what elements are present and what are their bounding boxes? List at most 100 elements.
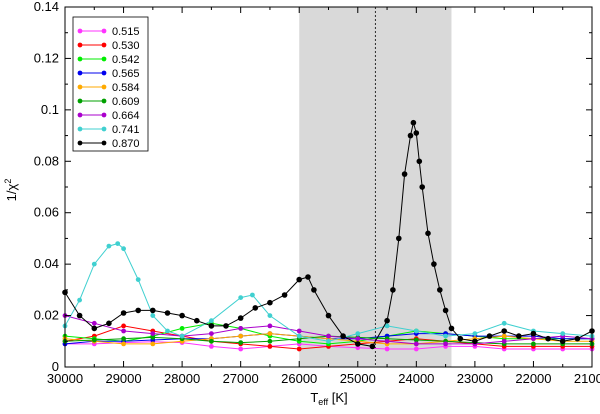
data-point — [545, 335, 551, 342]
data-point — [325, 312, 332, 319]
legend-label: 0.530 — [112, 40, 140, 52]
legend-entry-0.530: 0.530 — [77, 40, 140, 52]
data-point — [413, 328, 419, 334]
legend-label: 0.584 — [112, 82, 140, 94]
data-point — [209, 318, 214, 324]
data-point — [326, 333, 331, 339]
legend-label: 0.664 — [112, 110, 140, 122]
series-0.664 — [62, 313, 595, 347]
data-point — [238, 340, 244, 345]
data-point — [501, 333, 507, 339]
data-point — [121, 336, 126, 342]
data-point — [384, 346, 390, 352]
data-point — [355, 345, 361, 351]
data-point — [416, 158, 423, 165]
data-point — [501, 338, 507, 344]
data-point — [390, 287, 396, 293]
legend-swatch-marker — [101, 126, 107, 132]
data-point — [179, 333, 185, 339]
x-axis-label: Teff [K] — [310, 390, 347, 407]
data-point — [135, 307, 141, 314]
data-point — [425, 230, 431, 237]
data-point — [419, 184, 426, 190]
data-point — [431, 261, 437, 267]
data-point — [238, 326, 244, 331]
data-point — [121, 328, 126, 334]
legend-swatch-marker — [77, 140, 83, 146]
data-point — [410, 119, 417, 126]
data-point — [296, 333, 302, 339]
legend-swatch-marker — [77, 70, 83, 76]
legend-swatch-marker — [101, 112, 107, 118]
data-point — [355, 336, 361, 342]
data-point — [150, 307, 156, 314]
legend-swatch-marker — [101, 140, 107, 146]
data-point — [560, 331, 566, 336]
legend-swatch-marker — [77, 28, 83, 34]
data-point — [281, 292, 288, 298]
data-point — [267, 313, 273, 318]
data-point — [355, 341, 361, 347]
data-point — [437, 287, 443, 293]
data-point — [413, 341, 419, 347]
legend-swatch-marker — [101, 56, 107, 62]
data-point — [115, 241, 121, 247]
x-axis-label-subscript: eff — [318, 397, 328, 407]
x-tick-label: 27000 — [223, 371, 259, 386]
series-0.741 — [62, 241, 595, 344]
data-point — [165, 328, 170, 334]
data-point — [574, 335, 581, 342]
data-point — [326, 338, 331, 344]
data-point — [531, 336, 536, 342]
data-point — [531, 341, 536, 347]
data-point — [150, 335, 156, 340]
legend-swatch-marker — [101, 84, 107, 90]
x-tick-label: 23000 — [457, 371, 493, 386]
data-point — [296, 276, 303, 283]
x-tick-label: 25000 — [340, 371, 376, 386]
data-point — [106, 320, 112, 327]
legend-entry-0.870: 0.870 — [77, 138, 140, 150]
data-point — [296, 346, 302, 352]
tick-layer: 30000 29000 28000 27000 26000 25000 24000 23000… — [34, 0, 600, 386]
data-point — [77, 297, 82, 303]
data-point — [208, 323, 215, 329]
y-tick-label: 0.02 — [34, 308, 59, 323]
data-point — [267, 338, 273, 344]
legend-label: 0.741 — [112, 124, 140, 136]
y-axis-label: 1/χ2 — [3, 179, 19, 202]
y-tick-label: 0.14 — [34, 0, 59, 14]
data-point — [516, 333, 522, 339]
legend-entry-0.664: 0.664 — [77, 110, 140, 122]
x-tick-label: 22000 — [515, 371, 551, 386]
data-point — [121, 323, 126, 329]
data-point — [120, 310, 127, 316]
y-tick-label: 0.1 — [41, 102, 59, 117]
data-point — [91, 337, 97, 343]
data-point — [238, 295, 244, 300]
data-point — [413, 346, 419, 352]
data-point — [91, 325, 98, 332]
y-tick-label: 0 — [52, 359, 59, 374]
data-point — [530, 330, 537, 337]
legend-entry-0.741: 0.741 — [77, 124, 140, 136]
legend-label: 0.542 — [112, 54, 140, 66]
data-point — [267, 344, 273, 349]
data-point — [340, 333, 346, 339]
data-point — [91, 261, 97, 267]
data-point — [252, 305, 259, 311]
data-point — [501, 328, 508, 334]
data-point — [106, 243, 112, 249]
data-point — [442, 307, 449, 314]
legend-entry-0.565: 0.565 — [77, 68, 140, 80]
x-tick-label: 24000 — [398, 371, 434, 386]
legend-swatch-marker — [101, 70, 107, 76]
data-point — [443, 341, 448, 347]
data-point — [250, 292, 255, 298]
data-point — [384, 323, 390, 329]
legend-swatch-marker — [101, 28, 107, 34]
x-tick-label: 26000 — [281, 371, 317, 386]
data-point — [267, 331, 273, 336]
